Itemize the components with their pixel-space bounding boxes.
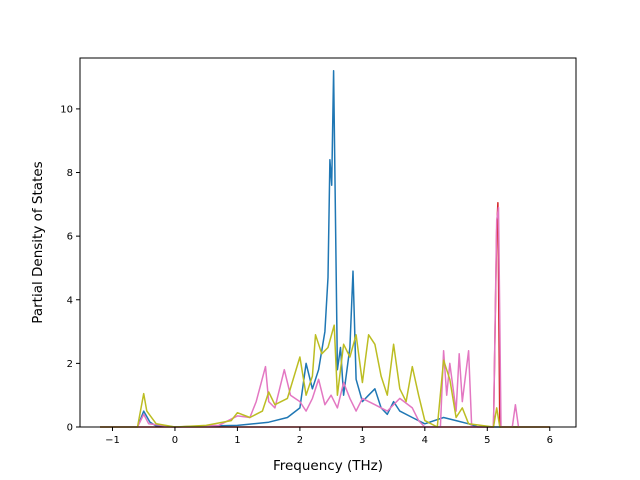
y-axis-ticks: 0 2 4 6 8 10 bbox=[60, 104, 80, 434]
x-tick-label: 3 bbox=[359, 435, 365, 446]
series-line-4 bbox=[100, 324, 550, 428]
x-tick-label: 6 bbox=[547, 435, 553, 446]
y-tick-label: 10 bbox=[60, 104, 73, 115]
x-axis-title: Frequency (THz) bbox=[273, 458, 383, 474]
series-line-2 bbox=[100, 201, 550, 428]
x-axis-ticks: −1 0 1 2 3 4 5 6 bbox=[105, 427, 553, 446]
y-tick-label: 4 bbox=[67, 295, 73, 306]
y-tick-label: 8 bbox=[67, 168, 73, 179]
x-tick-label: 5 bbox=[484, 435, 490, 446]
y-axis-title: Partial Density of States bbox=[30, 161, 46, 323]
x-tick-label: 0 bbox=[172, 435, 178, 446]
y-tick-label: 2 bbox=[67, 359, 73, 370]
x-tick-label: 1 bbox=[234, 435, 240, 446]
y-tick-label: 6 bbox=[67, 232, 73, 243]
series-line-3 bbox=[100, 206, 550, 428]
series-line-1 bbox=[100, 69, 550, 428]
y-tick-label: 0 bbox=[67, 423, 73, 434]
x-tick-label: −1 bbox=[105, 435, 120, 446]
plot-frame bbox=[79, 57, 577, 428]
series-layer bbox=[100, 69, 550, 428]
x-tick-label: 2 bbox=[297, 435, 303, 446]
x-tick-label: 4 bbox=[422, 435, 428, 446]
